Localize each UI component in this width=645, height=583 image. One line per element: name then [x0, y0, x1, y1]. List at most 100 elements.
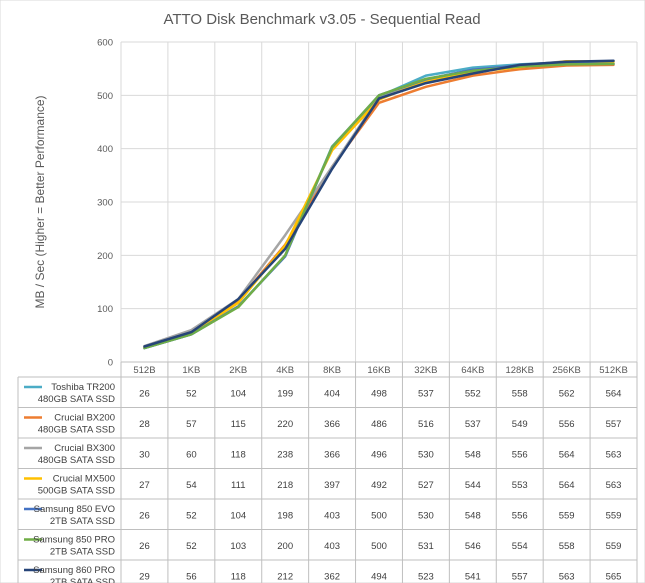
data-label: 52 — [186, 510, 197, 521]
data-label: 544 — [465, 480, 481, 491]
x-tick-label: 64KB — [461, 365, 484, 376]
data-label: 103 — [230, 541, 246, 552]
y-tick-label: 500 — [97, 91, 113, 102]
legend-entry-line2: 2TB SATA SSD — [50, 516, 115, 527]
data-label: 557 — [606, 419, 622, 430]
data-label: 537 — [418, 388, 434, 399]
data-label: 496 — [371, 449, 387, 460]
legend-entry-line2: 2TB SATA SSD — [50, 577, 115, 583]
data-label: 563 — [559, 571, 575, 582]
data-label: 27 — [139, 480, 150, 491]
x-tick-label: 32KB — [414, 365, 437, 376]
data-label: 26 — [139, 388, 150, 399]
data-label: 60 — [186, 449, 197, 460]
data-label: 554 — [512, 541, 528, 552]
legend-entry-line1: Samsung 860 PRO — [33, 565, 115, 576]
x-tick-label: 512B — [133, 365, 155, 376]
data-label: 494 — [371, 571, 387, 582]
data-label: 564 — [559, 449, 575, 460]
data-label: 200 — [277, 541, 293, 552]
series-lines — [143, 59, 615, 350]
y-tick-label: 300 — [97, 198, 113, 209]
legend-entry-line1: Toshiba TR200 — [51, 382, 115, 393]
x-tick-label: 2KB — [229, 365, 247, 376]
data-label: 531 — [418, 541, 434, 552]
y-tick-label: 100 — [97, 304, 113, 315]
data-label: 362 — [324, 571, 340, 582]
x-tick-label: 8KB — [323, 365, 341, 376]
series-line — [143, 62, 615, 350]
data-label: 559 — [606, 541, 622, 552]
data-label: 498 — [371, 388, 387, 399]
data-label: 556 — [512, 449, 528, 460]
data-label: 57 — [186, 419, 197, 430]
legend-entry-line1: Crucial BX300 — [54, 443, 115, 454]
data-label: 30 — [139, 449, 150, 460]
data-label: 500 — [371, 510, 387, 521]
data-label: 118 — [231, 449, 246, 460]
data-label: 556 — [559, 419, 575, 430]
data-label: 104 — [230, 388, 246, 399]
data-label: 541 — [465, 571, 481, 582]
data-label: 562 — [559, 388, 575, 399]
data-table: 512B 1KB 2KB 4KB 8KB 16KB 32KB 64KB 128KB 256KB 51… — [17, 361, 638, 583]
data-label: 537 — [465, 419, 481, 430]
data-label: 220 — [277, 419, 293, 430]
x-tick-label: 16KB — [367, 365, 390, 376]
data-label: 564 — [559, 480, 575, 491]
series-line — [143, 59, 615, 348]
data-label: 111 — [231, 480, 245, 491]
x-tick-label: 512KB — [599, 365, 628, 376]
data-label: 28 — [139, 419, 150, 430]
legend-entry-line2: 480GB SATA SSD — [38, 425, 115, 436]
legend-entry-line2: 2TB SATA SSD — [50, 547, 115, 558]
y-tick-label: 400 — [97, 144, 113, 155]
legend-entry-line2: 500GB SATA SSD — [38, 486, 115, 497]
legend-entry-line1: Samsung 850 EVO — [34, 504, 115, 515]
data-label: 366 — [324, 419, 340, 430]
data-label: 29 — [139, 571, 150, 582]
data-label: 118 — [231, 571, 246, 582]
y-tick-label: 0 — [108, 358, 113, 369]
data-label: 563 — [606, 480, 622, 491]
x-tick-label: 256KB — [552, 365, 581, 376]
x-tick-label: 1KB — [182, 365, 200, 376]
data-label: 403 — [324, 541, 340, 552]
data-label: 558 — [559, 541, 575, 552]
data-label: 557 — [512, 571, 528, 582]
data-label: 516 — [418, 419, 434, 430]
data-label: 530 — [418, 449, 434, 460]
data-label: 218 — [277, 480, 293, 491]
data-label: 558 — [512, 388, 528, 399]
data-label: 563 — [606, 449, 622, 460]
data-label: 530 — [418, 510, 434, 521]
legend-entry-line1: Crucial MX500 — [53, 474, 115, 485]
data-label: 199 — [277, 388, 293, 399]
y-axis-ticks: 0 100 200 300 400 500 600 — [97, 38, 113, 369]
data-label: 52 — [186, 541, 197, 552]
data-label: 523 — [418, 571, 434, 582]
data-label: 527 — [418, 480, 434, 491]
chart-title: ATTO Disk Benchmark v3.05 - Sequential R… — [163, 11, 480, 28]
y-axis-label: MB / Sec (Higher = Better Performance) — [33, 95, 47, 308]
y-tick-label: 200 — [97, 251, 113, 262]
data-label: 404 — [324, 388, 340, 399]
data-label: 559 — [559, 510, 575, 521]
data-label: 492 — [371, 480, 387, 491]
legend-entry-line1: Samsung 850 PRO — [33, 535, 115, 546]
data-label: 198 — [277, 510, 293, 521]
data-label: 559 — [606, 510, 622, 521]
legend-entry-line2: 480GB SATA SSD — [38, 394, 115, 405]
data-label: 548 — [465, 449, 481, 460]
data-label: 26 — [139, 541, 150, 552]
data-label: 397 — [324, 480, 340, 491]
data-label: 556 — [512, 510, 528, 521]
y-tick-label: 600 — [97, 38, 113, 49]
data-label: 56 — [186, 571, 197, 582]
data-label: 565 — [606, 571, 622, 582]
data-label: 52 — [186, 388, 197, 399]
legend-entry-line1: Crucial BX200 — [54, 413, 115, 424]
data-label: 403 — [324, 510, 340, 521]
data-label: 548 — [465, 510, 481, 521]
